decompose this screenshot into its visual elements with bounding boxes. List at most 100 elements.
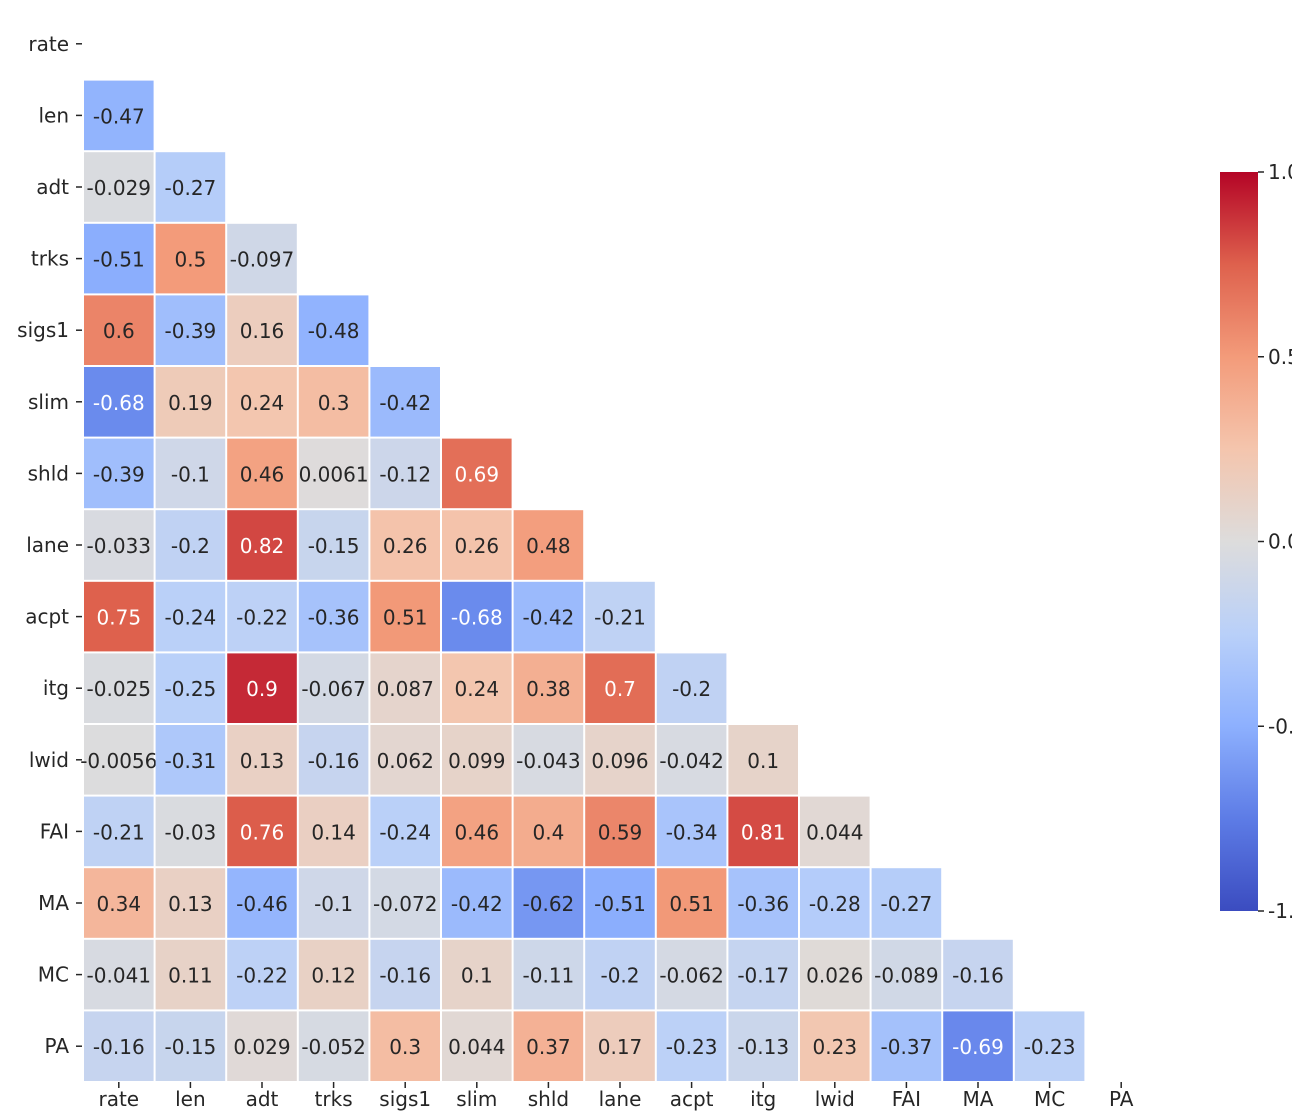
heatmap-cell: -0.042 [656, 725, 727, 795]
heatmap-cell: 0.26 [442, 510, 512, 580]
heatmap-cell-rect [84, 510, 154, 580]
heatmap-cell-rect [84, 223, 154, 294]
heatmap-cell-value: 0.75 [97, 606, 142, 630]
heatmap-cell-value: 0.76 [240, 820, 285, 844]
heatmap-cell-value: -0.2 [600, 964, 639, 988]
heatmap-cell-value: 0.13 [168, 892, 213, 916]
heatmap-cell-rect [155, 581, 226, 652]
heatmap-cell-value: -0.23 [666, 1035, 718, 1059]
y-tick-label: len [38, 103, 69, 127]
heatmap-cell: 0.76 [227, 796, 297, 867]
x-tick-label: itg [750, 1087, 776, 1111]
heatmap-cell-value: 0.24 [240, 391, 285, 415]
heatmap-cell-value: -0.39 [165, 319, 217, 343]
heatmap-cell-rect [370, 868, 440, 938]
heatmap-cell-rect [656, 939, 727, 1010]
heatmap-cell-rect [513, 1011, 584, 1081]
heatmap-cell: 0.7 [585, 653, 655, 723]
heatmap-cell-rect [442, 868, 512, 938]
heatmap-cell: -0.42 [513, 581, 584, 652]
heatmap-cell: 0.34 [84, 868, 154, 938]
heatmap-cell-value: 0.17 [598, 1035, 643, 1059]
heatmap-cell: 0.096 [585, 725, 655, 795]
heatmap-cell-value: 0.19 [168, 391, 213, 415]
heatmap-cell-value: 0.16 [240, 319, 285, 343]
heatmap-cell-rect [728, 868, 798, 938]
heatmap-cell-rect [442, 939, 512, 1010]
heatmap-cell: 0.37 [513, 1011, 584, 1081]
heatmap-cell-rect [370, 510, 440, 580]
heatmap-cell-rect [871, 868, 942, 938]
heatmap-cell-rect [227, 510, 297, 580]
heatmap-cell-value: -0.041 [87, 964, 151, 988]
heatmap-cell-rect [656, 1011, 727, 1081]
heatmap-cell-rect [84, 295, 154, 365]
heatmap-cell-rect [370, 367, 440, 437]
heatmap-cell-rect [84, 438, 154, 509]
heatmap-cell-rect [370, 939, 440, 1010]
heatmap-cell-value: 0.14 [311, 820, 356, 844]
heatmap-cell-rect [155, 510, 226, 580]
heatmap-cell: -0.27 [155, 152, 226, 222]
x-tick-label: shld [528, 1087, 569, 1111]
heatmap-cell-value: -0.025 [87, 677, 151, 701]
heatmap-cell-rect [84, 868, 154, 938]
heatmap-cell-value: -0.51 [594, 892, 646, 916]
heatmap-cell: -0.089 [871, 939, 942, 1010]
y-tick-label: slim [28, 390, 69, 414]
heatmap-cell-rect [155, 653, 226, 723]
heatmap-cell-rect [155, 152, 226, 222]
y-tick-label: shld [28, 461, 69, 485]
heatmap-cell-value: -0.42 [451, 892, 503, 916]
heatmap-cell: -0.062 [656, 939, 727, 1010]
heatmap-cell-rect [227, 223, 297, 294]
heatmap-cell-rect [84, 653, 154, 723]
heatmap-cell-value: -0.47 [93, 104, 145, 128]
heatmap-cell-value: -0.48 [308, 319, 360, 343]
heatmap-cell-rect [155, 939, 226, 1010]
colorbar-tick-label: -0.5 [1268, 714, 1292, 738]
heatmap-cell-value: -0.03 [165, 820, 217, 844]
heatmap-cell-rect [155, 438, 226, 509]
heatmap-cell-rect [585, 725, 655, 795]
heatmap-cell: -0.31 [155, 725, 226, 795]
heatmap-cell-value: -0.28 [809, 892, 861, 916]
heatmap-cell-value: -0.31 [165, 749, 217, 773]
heatmap-cell: -0.2 [656, 653, 727, 723]
colorbar-gradient [1220, 172, 1258, 911]
heatmap-cell-rect [298, 796, 369, 867]
heatmap-cell-value: -0.16 [308, 749, 360, 773]
heatmap-cell-rect [84, 725, 154, 795]
heatmap-cell-value: -0.37 [881, 1035, 933, 1059]
heatmap-cell-rect [298, 295, 369, 365]
heatmap-cell-rect [227, 725, 297, 795]
y-tick-label: trks [31, 247, 69, 271]
heatmap-cell-value: -0.029 [87, 176, 151, 200]
heatmap-cell-value: 0.34 [97, 892, 142, 916]
heatmap-cell: -0.34 [656, 796, 727, 867]
heatmap-cell-value: 0.51 [383, 606, 428, 630]
heatmap-cell-rect [155, 868, 226, 938]
heatmap-cell: -0.22 [227, 939, 297, 1010]
heatmap-cell-value: -0.51 [93, 248, 145, 272]
heatmap-cell-rect [84, 152, 154, 222]
colorbar-tick-label: 0.0 [1268, 530, 1292, 554]
heatmap-cell-value: 0.026 [806, 964, 863, 988]
heatmap-cell-rect [442, 438, 512, 509]
heatmap-cell: 0.46 [442, 796, 512, 867]
heatmap-cell-value: 0.0061 [299, 462, 369, 486]
heatmap-cell-rect [227, 868, 297, 938]
heatmap-cell-value: -0.062 [659, 964, 723, 988]
heatmap-cell-rect [298, 725, 369, 795]
heatmap-cell-rect [298, 510, 369, 580]
heatmap-cell-rect [84, 796, 154, 867]
heatmap-cell: 0.51 [656, 868, 727, 938]
heatmap-cell: 0.48 [513, 510, 584, 580]
heatmap-cell-value: -0.62 [523, 892, 575, 916]
heatmap-cell-value: -0.46 [236, 892, 288, 916]
heatmap-cell-rect [370, 653, 440, 723]
heatmap-cell-rect [513, 868, 584, 938]
heatmap-cell: -0.36 [298, 581, 369, 652]
heatmap-cell-value: 0.48 [526, 534, 571, 558]
x-tick-label: acpt [670, 1087, 714, 1111]
